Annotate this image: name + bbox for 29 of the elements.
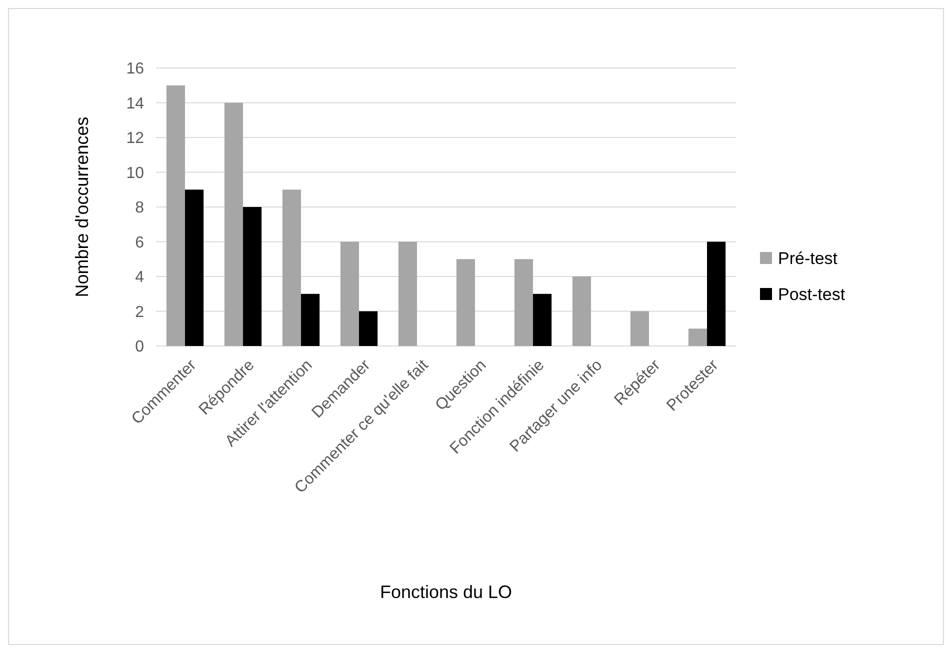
bar (514, 259, 533, 346)
bar (630, 311, 649, 346)
bar (572, 276, 591, 346)
bar (456, 259, 475, 346)
bar (243, 207, 262, 346)
y-tick-label: 8 (135, 200, 144, 217)
bar (398, 242, 417, 346)
bar (166, 85, 185, 346)
bar (533, 294, 552, 346)
y-tick-label: 0 (135, 338, 144, 356)
bar (359, 311, 378, 346)
bar (224, 102, 243, 346)
bar (282, 190, 301, 346)
y-tick-label: 2 (135, 304, 144, 321)
y-tick-label: 14 (126, 95, 144, 112)
legend-label: Post-test (778, 284, 846, 304)
x-axis-title: Fonctions du LO (380, 582, 512, 602)
y-tick-label: 6 (135, 234, 144, 252)
y-tick-label: 10 (126, 164, 144, 182)
bar (707, 242, 726, 346)
y-axis-title: Nombre d'occurrences (72, 116, 92, 298)
bar (185, 190, 204, 346)
legend-label: Pré-test (778, 248, 838, 268)
bar (340, 242, 359, 346)
y-tick-label: 12 (126, 130, 144, 148)
y-tick-label: 16 (126, 60, 144, 78)
bar (688, 328, 707, 346)
y-tick-label: 4 (135, 269, 144, 286)
bar (301, 294, 320, 346)
